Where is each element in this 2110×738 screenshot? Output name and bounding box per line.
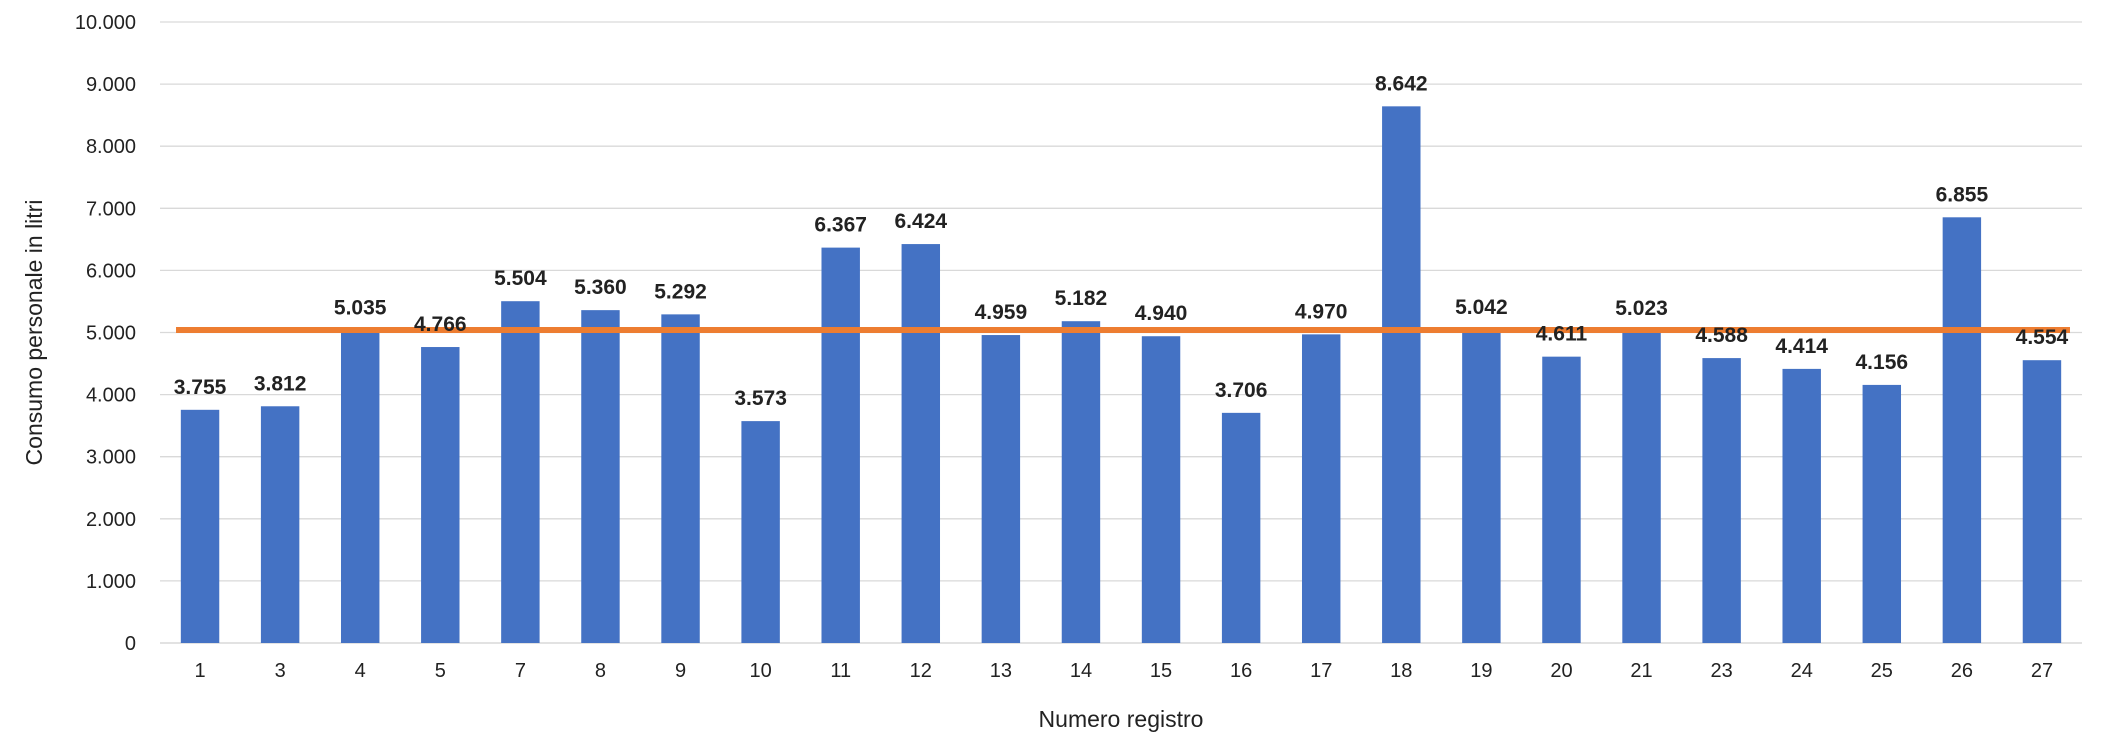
y-tick-label: 3.000: [86, 447, 136, 469]
y-tick-label: 4.000: [86, 385, 136, 407]
bar: [1542, 356, 1581, 643]
x-axis-title: Numero registro: [1039, 706, 1204, 732]
y-tick-label: 8.000: [86, 136, 136, 158]
data-label: 4.766: [414, 313, 467, 336]
data-label: 5.042: [1455, 296, 1508, 319]
x-tick-label: 26: [1951, 660, 1973, 682]
data-label: 6.424: [895, 210, 948, 233]
data-label: 4.554: [2016, 326, 2069, 349]
x-tick-label: 10: [750, 660, 772, 682]
data-label: 5.360: [574, 276, 627, 299]
data-label: 4.611: [1536, 323, 1588, 346]
y-axis-ticks: 0 1.000 2.000 3.000 4.000 5.000 6.000 7.000 8.00…: [75, 12, 136, 655]
bar: [421, 347, 460, 643]
bar: [981, 335, 1021, 643]
data-label: 3.706: [1215, 379, 1268, 402]
x-tick-label: 4: [355, 660, 366, 682]
bar: [1221, 412, 1261, 643]
bar: [2022, 360, 2062, 643]
x-tick-label: 21: [1630, 660, 1652, 682]
bar: [1702, 358, 1741, 643]
bar: [581, 310, 620, 643]
data-label: 3.812: [254, 372, 307, 395]
y-tick-label: 9.000: [86, 74, 136, 96]
x-tick-label: 11: [830, 660, 851, 682]
bar: [1382, 106, 1421, 644]
x-tick-label: 3: [275, 660, 286, 682]
x-tick-label: 8: [595, 660, 606, 682]
data-label: 3.755: [174, 376, 227, 399]
bar: [1462, 329, 1501, 643]
y-tick-label: 2.000: [86, 509, 136, 531]
bar: [260, 406, 300, 643]
x-tick-label: 17: [1310, 660, 1332, 682]
data-label: 3.573: [734, 387, 787, 410]
data-label: 6.367: [814, 214, 867, 237]
data-label: 5.504: [494, 267, 547, 290]
x-tick-label: 9: [675, 660, 686, 682]
data-label: 4.970: [1295, 300, 1348, 323]
data-label: 4.959: [975, 301, 1028, 324]
x-tick-label: 27: [2031, 660, 2053, 682]
y-axis-title: Consumo personale in litri: [21, 200, 47, 466]
data-labels: 3.755 3.812 5.035 4.766 5.504 5.360 5.292 3.573…: [174, 72, 2069, 410]
data-label: 4.588: [1695, 324, 1748, 347]
bar: [901, 244, 941, 644]
bar: [1141, 336, 1181, 643]
x-tick-label: 23: [1711, 660, 1733, 682]
x-tick-label: 7: [515, 660, 526, 682]
y-tick-label: 7.000: [86, 198, 136, 220]
bar: [1782, 368, 1821, 643]
x-tick-label: 19: [1470, 660, 1492, 682]
data-label: 8.642: [1375, 72, 1428, 95]
data-label: 5.035: [334, 296, 387, 319]
x-tick-label: 1: [194, 660, 205, 682]
x-tick-label: 20: [1550, 660, 1572, 682]
bar: [340, 330, 380, 643]
bar: [501, 301, 540, 643]
x-tick-label: 5: [435, 660, 446, 682]
x-tick-label: 24: [1791, 660, 1813, 682]
y-tick-label: 6.000: [86, 260, 136, 282]
x-tick-label: 25: [1871, 660, 1893, 682]
data-label: 5.023: [1615, 297, 1668, 320]
x-tick-label: 18: [1390, 660, 1412, 682]
data-label: 4.156: [1856, 351, 1909, 374]
bars: [180, 106, 2062, 644]
data-label: 4.940: [1135, 302, 1188, 325]
data-label: 6.855: [1936, 183, 1989, 206]
bar: [1942, 217, 1982, 643]
y-tick-label: 1.000: [86, 571, 136, 593]
y-tick-label: 0: [125, 633, 136, 655]
x-axis-ticks: 1 3 4 5 7 8 9 10 11 12 13 14 15 16 17 18 19 20 21 23 24 25 26 2…: [194, 660, 2053, 682]
data-label: 5.292: [654, 280, 707, 303]
x-tick-label: 13: [990, 660, 1012, 682]
x-tick-label: 12: [910, 660, 932, 682]
x-tick-label: 14: [1070, 660, 1092, 682]
x-tick-label: 15: [1150, 660, 1172, 682]
bar: [1862, 384, 1902, 643]
x-tick-label: 16: [1230, 660, 1252, 682]
bar: [821, 247, 860, 643]
bar: [741, 421, 780, 643]
bar: [1622, 331, 1661, 643]
data-label: 4.414: [1775, 335, 1828, 358]
y-tick-label: 5.000: [86, 323, 136, 345]
bar: [1301, 334, 1341, 643]
y-tick-label: 10.000: [75, 12, 136, 34]
bar: [1061, 321, 1101, 643]
bar: [180, 409, 220, 643]
bar: [661, 314, 700, 643]
data-label: 5.182: [1055, 287, 1108, 310]
